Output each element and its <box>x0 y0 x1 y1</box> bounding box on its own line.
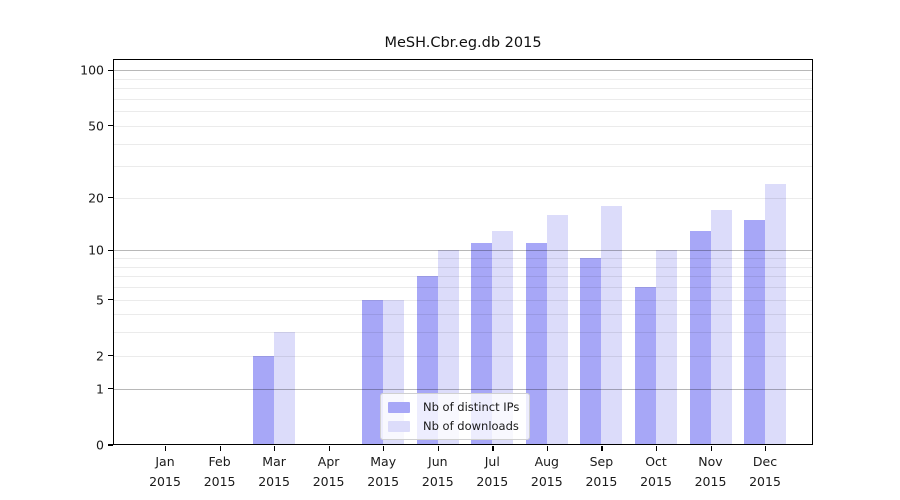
x-tick-label-aug: Aug 2015 <box>530 454 563 489</box>
x-tick-label-nov: Nov 2015 <box>694 454 727 489</box>
y-tick-label-2: 2 <box>96 348 104 364</box>
x-tick-label-may: May 2015 <box>367 454 400 489</box>
y-tick-mark-100 <box>108 69 113 71</box>
y-tick-label-0: 0 <box>96 437 104 453</box>
gridline-40 <box>113 143 813 145</box>
bar-nb-of-downloads-sep <box>601 205 623 445</box>
x-tick-mark-jun <box>437 446 440 451</box>
bar-nb-of-distinct-ips-dec <box>744 219 766 445</box>
x-tick-mark-oct <box>656 446 658 451</box>
y-tick-label-50: 50 <box>88 118 104 134</box>
legend-swatch-distinct-ips <box>388 401 410 413</box>
gridline-70 <box>113 98 813 100</box>
x-tick-mark-nov <box>710 446 712 451</box>
plot-area <box>113 59 813 445</box>
gridline-60 <box>113 111 813 113</box>
gridline-20 <box>113 197 813 199</box>
bar-nb-of-distinct-ips-oct <box>634 287 656 445</box>
y-tick-label-5: 5 <box>96 292 104 307</box>
y-tick-label-10: 10 <box>88 242 104 258</box>
x-tick-mark-aug <box>546 446 549 451</box>
legend-swatch-downloads <box>388 420 410 432</box>
gridline-30 <box>113 166 813 168</box>
x-tick-label-feb: Feb 2015 <box>203 454 236 489</box>
y-tick-mark-1 <box>108 388 113 390</box>
gridline-50 <box>113 125 813 127</box>
y-tick-label-100: 100 <box>80 62 104 78</box>
x-tick-label-apr: Apr 2015 <box>312 454 345 489</box>
x-tick-label-mar: Mar 2015 <box>258 454 290 489</box>
gridline-90 <box>113 78 813 80</box>
bar-nb-of-downloads-aug <box>546 214 568 445</box>
bar-nb-of-distinct-ips-aug <box>525 243 547 445</box>
x-tick-mark-dec <box>765 446 767 451</box>
legend-row-downloads: Nb of downloads <box>388 419 519 433</box>
x-tick-mark-may <box>383 446 385 451</box>
bar-nb-of-downloads-nov <box>710 210 732 445</box>
y-tick-mark-50 <box>108 125 113 127</box>
x-tick-label-dec: Dec 2015 <box>749 454 781 489</box>
gridline-100 <box>113 70 813 72</box>
x-tick-mark-jan <box>165 446 167 451</box>
gridline-80 <box>113 88 813 90</box>
x-tick-label-jan: Jan 2015 <box>149 454 181 489</box>
x-tick-label-sep: Sep 2015 <box>585 454 618 489</box>
x-tick-mark-mar <box>274 446 276 451</box>
legend-row-distinct-ips: Nb of distinct IPs <box>388 400 519 414</box>
bar-nb-of-downloads-jul <box>492 230 514 445</box>
x-tick-label-jul: Jul 2015 <box>476 454 509 489</box>
bar-nb-of-downloads-mar <box>274 332 296 445</box>
x-tick-mark-feb <box>219 446 221 451</box>
x-tick-mark-jul <box>492 446 494 451</box>
bar-nb-of-distinct-ips-nov <box>689 230 711 445</box>
legend-label-distinct-ips: Nb of distinct IPs <box>423 400 520 414</box>
bar-nb-of-downloads-oct <box>655 250 677 445</box>
y-tick-mark-10 <box>108 249 113 251</box>
x-tick-mark-apr <box>328 446 330 451</box>
x-tick-label-oct: Oct 2015 <box>640 454 672 489</box>
legend: Nb of distinct IPs Nb of downloads <box>380 393 531 440</box>
y-tick-mark-5 <box>108 298 113 301</box>
bar-nb-of-distinct-ips-mar <box>253 355 275 445</box>
y-tick-mark-20 <box>108 197 113 199</box>
bar-nb-of-distinct-ips-may <box>362 299 384 445</box>
y-tick-label-20: 20 <box>88 190 104 206</box>
y-tick-label-1: 1 <box>96 381 104 397</box>
y-tick-mark-0 <box>108 444 113 446</box>
bar-nb-of-distinct-ips-sep <box>580 258 602 445</box>
bar-nb-of-downloads-dec <box>765 183 787 445</box>
chart-title: MeSH.Cbr.eg.db 2015 <box>384 35 542 51</box>
x-tick-mark-sep <box>601 446 603 451</box>
x-tick-label-jun: Jun 2015 <box>421 454 454 489</box>
legend-label-downloads: Nb of downloads <box>423 419 519 433</box>
y-tick-mark-2 <box>108 355 113 357</box>
